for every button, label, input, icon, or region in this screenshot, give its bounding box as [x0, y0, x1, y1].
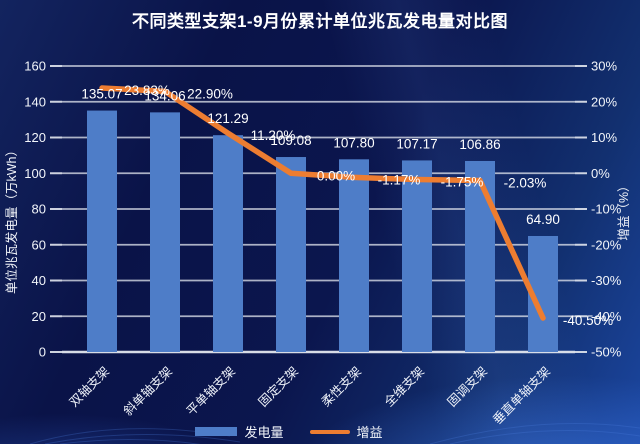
left-axis-tick-label: 40 [32, 273, 46, 288]
bar-柔性支架 [339, 159, 369, 352]
right-axis-tick-label: 10% [591, 130, 617, 145]
x-axis-label-平单轴支架: 平单轴支架 [183, 364, 238, 419]
bar-value-label: 121.29 [207, 111, 248, 126]
gain-point-label: 22.90% [187, 86, 233, 101]
right-axis-tick-label: 30% [591, 59, 617, 74]
x-axis-label-柔性支架: 柔性支架 [319, 364, 364, 409]
legend-label-generation: 发电量 [244, 425, 284, 440]
left-axis-tick-label: 140 [24, 94, 46, 109]
right-axis-tick-label: -20% [591, 237, 622, 252]
gain-point-label: -2.03% [504, 176, 547, 191]
bar-value-label: 109.08 [270, 133, 311, 148]
left-axis-tick-label: 100 [24, 166, 46, 181]
left-axis-tick-label: 120 [24, 130, 46, 145]
chart-title: 不同类型支架1-9月份累计单位兆瓦发电量对比图 [131, 12, 509, 31]
background-wave-decoration [44, 433, 241, 444]
left-axis-tick-label: 60 [32, 237, 46, 252]
left-axis-tick-label: 80 [32, 202, 46, 217]
left-axis-title: 单位兆瓦发电量（万kWh） [4, 144, 19, 294]
bar-series-swatch-icon [195, 427, 238, 436]
bar-固定支架 [276, 157, 306, 352]
x-axis-label-垂直单轴支架: 垂直单轴支架 [489, 364, 553, 428]
x-axis-label-斜单轴支架: 斜单轴支架 [120, 364, 175, 419]
left-axis-tick-label: 160 [24, 59, 46, 74]
right-axis-tick-label: -30% [591, 273, 622, 288]
gain-point-label: 11.20% [251, 128, 296, 143]
right-axis-tick-label: -50% [591, 345, 622, 360]
x-axis-label-固定支架: 固定支架 [255, 364, 301, 410]
chart-legend: 发电量 增益 [0, 422, 578, 441]
bar-平单轴支架 [213, 135, 243, 352]
background-wave-decoration [449, 430, 640, 444]
bar-value-label: 134.06 [144, 88, 185, 103]
legend-label-gain: 增益 [356, 425, 383, 440]
right-axis-tick-label: -40% [591, 309, 622, 324]
bar-固调支架 [465, 160, 495, 352]
legend-item-gain: 增益 [309, 422, 383, 441]
gain-point-label: -40.50% [563, 313, 613, 328]
bar-value-label: 107.17 [396, 136, 437, 151]
bar-全维支架 [402, 160, 432, 352]
x-axis-label-固调支架: 固调支架 [445, 364, 490, 409]
gain-point-label: -1.17% [378, 172, 421, 187]
background-wave-decoration [429, 423, 640, 444]
right-axis-tick-label: 20% [591, 94, 617, 109]
right-axis-tick-label: 0% [591, 166, 610, 181]
bar-斜单轴支架 [150, 112, 180, 352]
right-axis-tick-label: -10% [591, 202, 622, 217]
bar-value-label: 106.86 [459, 137, 500, 152]
line-series-swatch-icon [309, 429, 350, 434]
x-axis-label-双轴支架: 双轴支架 [66, 364, 112, 410]
gain-point-label: -1.75% [441, 175, 484, 190]
right-axis-title: 增益（%） [616, 179, 631, 240]
bar-value-label: 135.07 [81, 87, 122, 102]
bar-value-label: 107.80 [333, 135, 374, 150]
bar-value-label: 64.90 [526, 212, 560, 227]
legend-item-generation: 发电量 [195, 422, 284, 441]
gain-point-label: 23.83% [124, 83, 170, 98]
x-axis-label-全维支架: 全维支架 [381, 364, 427, 410]
left-axis-tick-label: 0 [39, 345, 46, 360]
gain-point-label: 0.00% [317, 168, 355, 183]
bar-双轴支架 [87, 110, 117, 352]
gain-line [99, 85, 546, 321]
left-axis-tick-label: 20 [32, 309, 46, 324]
